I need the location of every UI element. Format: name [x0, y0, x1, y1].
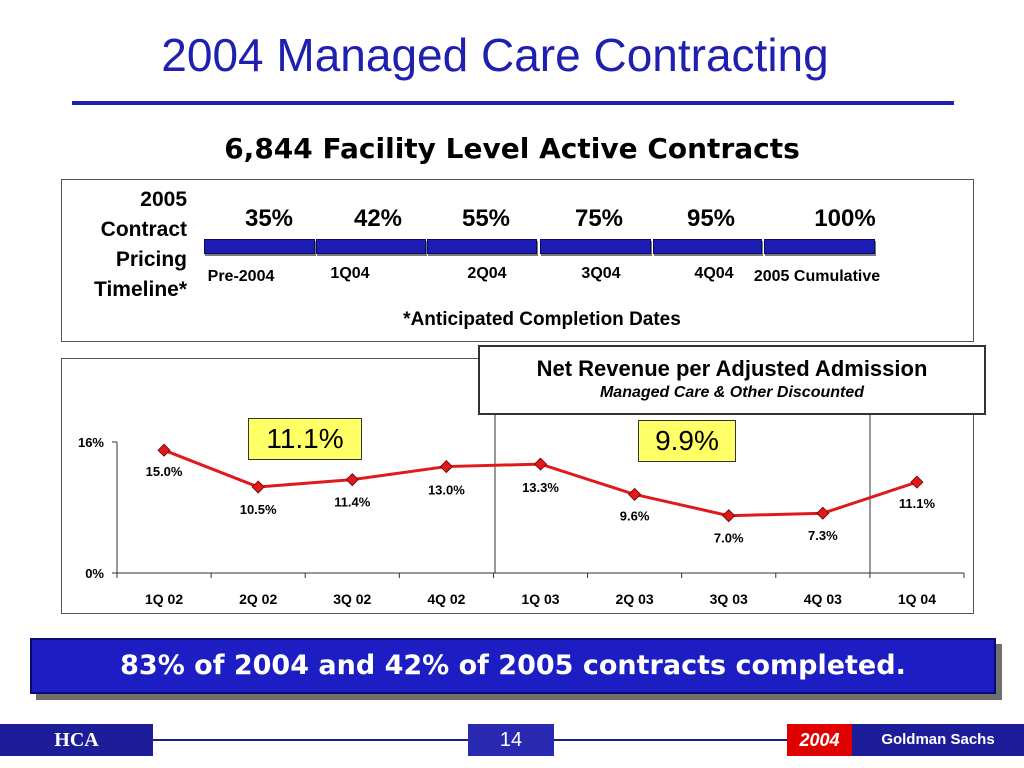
- timeline-segment: [316, 239, 426, 254]
- data-point-marker: [251, 480, 265, 494]
- data-label: 7.3%: [808, 528, 838, 543]
- timeline-pct: 75%: [574, 205, 624, 232]
- timeline-segment: [427, 239, 537, 254]
- x-tick-label: 4Q 02: [427, 591, 465, 607]
- chart-legend-subtitle: Managed Care & Other Discounted: [599, 384, 865, 401]
- timeline-label-line: Pricing: [115, 248, 187, 271]
- footer-logo-goldman: Goldman Sachs: [852, 724, 1024, 756]
- timeline-pct: 35%: [244, 205, 294, 232]
- data-label: 10.5%: [240, 502, 277, 517]
- timeline-label-line: 2005: [140, 188, 187, 211]
- y-tick-label: 0%: [85, 566, 104, 581]
- timeline-segment: [764, 239, 875, 254]
- x-tick-label: 1Q 02: [145, 591, 183, 607]
- data-point-marker: [722, 509, 736, 523]
- x-tick-label: 3Q 03: [710, 591, 748, 607]
- x-tick-label: 2Q 02: [239, 591, 277, 607]
- data-label: 13.0%: [428, 483, 465, 498]
- x-tick-label: 4Q 03: [804, 591, 842, 607]
- highlight-value-2003: 9.9%: [638, 420, 736, 462]
- timeline-pct: 95%: [686, 205, 736, 232]
- timeline-panel: 2005 Contract Pricing Timeline* 35% 42% …: [61, 179, 974, 342]
- data-point-marker: [345, 473, 359, 487]
- data-point-marker: [910, 475, 924, 489]
- timeline-pct: 100%: [814, 205, 876, 232]
- footer-year: 2004: [787, 724, 852, 756]
- line-chart: 16% 0% 1Q 02 2Q 02 3Q 02 4Q 02 1Q 03 2Q 03 3Q …: [78, 409, 965, 607]
- x-tick-label: 1Q 03: [521, 591, 559, 607]
- timeline-footnote: *Anticipated Completion Dates: [403, 309, 681, 330]
- data-label: 11.4%: [334, 495, 371, 510]
- timeline-label: 2005 Contract Pricing Timeline*: [27, 185, 187, 305]
- chart-legend-title: Net Revenue per Adjusted Admission: [536, 356, 928, 381]
- data-point-marker: [816, 506, 830, 520]
- y-tick-label: 16%: [78, 435, 104, 450]
- slide-subtitle: 6,844 Facility Level Active Contracts: [224, 132, 800, 165]
- timeline-quarter: 2Q04: [467, 265, 507, 282]
- highlight-value-2004: 11.1%: [248, 418, 362, 460]
- data-point-marker: [439, 459, 453, 474]
- timeline-pct: 42%: [353, 205, 403, 232]
- slide-title: 2004 Managed Care Contracting: [161, 29, 829, 81]
- x-tick-label: 3Q 02: [333, 591, 371, 607]
- timeline-segment: [653, 239, 762, 254]
- data-point-marker: [628, 487, 642, 501]
- timeline-label-line: Timeline*: [94, 278, 187, 301]
- data-label: 7.0%: [714, 531, 744, 546]
- data-point-marker: [533, 457, 548, 471]
- timeline-segment: [540, 239, 651, 254]
- x-tick-label: 2Q 03: [616, 591, 654, 607]
- footer-logo-hca: HCA: [0, 724, 153, 756]
- data-point-marker: [157, 443, 171, 457]
- timeline-quarter: 3Q04: [581, 265, 621, 282]
- timeline-quarter: 2005 Cumulative: [753, 268, 881, 285]
- chart-legend-box: Net Revenue per Adjusted Admission Manag…: [478, 345, 986, 415]
- data-label: 13.3%: [522, 480, 559, 495]
- timeline-quarter: Pre-2004: [207, 268, 275, 285]
- x-tick-label: 1Q 04: [898, 591, 936, 607]
- data-label: 15.0%: [146, 464, 183, 479]
- summary-banner: 83% of 2004 and 42% of 2005 contracts co…: [30, 638, 996, 694]
- timeline-quarter: 4Q04: [694, 265, 734, 282]
- timeline-quarter: 1Q04: [330, 265, 370, 282]
- timeline-pct: 55%: [461, 205, 511, 232]
- title-rule: [72, 101, 954, 105]
- data-label: 9.6%: [620, 508, 650, 523]
- timeline-label-line: Contract: [100, 218, 187, 241]
- data-label: 11.1%: [899, 496, 936, 511]
- timeline-segment: [204, 239, 315, 254]
- page-number: 14: [468, 724, 554, 756]
